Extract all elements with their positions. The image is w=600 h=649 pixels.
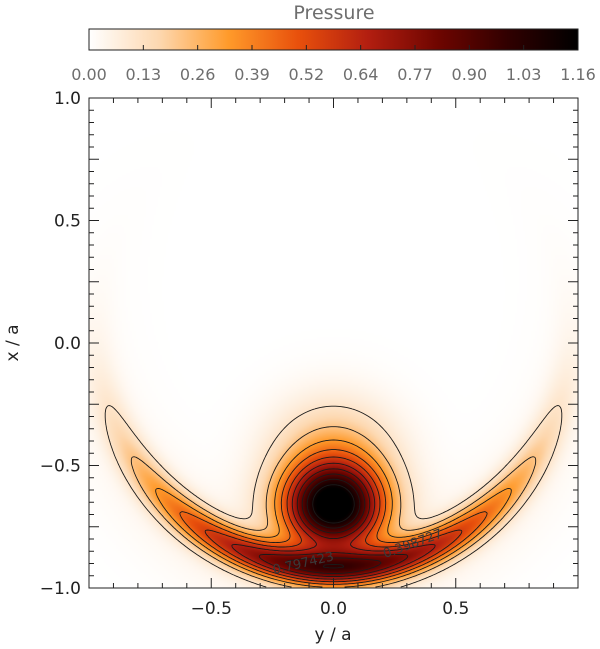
colorbar-tick-label: 0.52 xyxy=(289,65,325,84)
contour-line xyxy=(285,473,382,574)
colorbar-tick-label: 0.00 xyxy=(71,65,107,84)
x-axis-label: y / a xyxy=(314,625,351,645)
x-tick-labels: −0.5 0.0 0.5 xyxy=(191,599,470,619)
colorbar-tick-label: 0.26 xyxy=(180,65,216,84)
x-axis-ticks xyxy=(88,98,579,588)
x-tick-label: 0.0 xyxy=(320,599,347,619)
colorbar-tick-label: 0.90 xyxy=(452,65,488,84)
contour-line xyxy=(155,439,512,588)
colorbar-tick-label: 0.77 xyxy=(397,65,433,84)
y-tick-label: 0.0 xyxy=(54,334,81,354)
y-axis-label: x / a xyxy=(3,324,23,361)
x-tick-label: −0.5 xyxy=(191,599,232,619)
contour-line xyxy=(312,484,355,524)
y-tick-label: 0.5 xyxy=(54,212,81,232)
y-tick-labels: −1.0 −0.5 0.0 0.5 1.0 xyxy=(40,89,81,599)
colorbar-tick-label: 0.64 xyxy=(343,65,379,84)
contour-line xyxy=(204,456,463,583)
colorbar-tick-label: 0.13 xyxy=(126,65,162,84)
colorbar-tick-label: 0.39 xyxy=(234,65,270,84)
contour-line xyxy=(179,449,488,585)
colorbar-tick-label: 1.03 xyxy=(506,65,542,84)
contour-line xyxy=(258,468,409,578)
pressure-heatmap xyxy=(89,98,578,588)
contour-line xyxy=(130,426,537,588)
heatmap-layer xyxy=(89,98,578,588)
contour-lines xyxy=(104,405,563,588)
y-tick-label: 1.0 xyxy=(54,89,81,109)
y-tick-label: −1.0 xyxy=(40,579,81,599)
colorbar-labels: 0.00 0.13 0.26 0.39 0.52 0.64 0.77 0.90 1.03 1.16 xyxy=(71,65,596,84)
colorbar-title: Pressure xyxy=(293,2,374,24)
x-tick-label: 0.5 xyxy=(442,599,469,619)
contour-line xyxy=(306,478,361,569)
colorbar xyxy=(88,28,579,51)
contour-line xyxy=(231,462,436,580)
y-tick-label: −0.5 xyxy=(40,457,81,477)
colorbar-tick-label: 1.16 xyxy=(560,65,596,84)
contour-line xyxy=(104,405,563,588)
colorbar-ticks xyxy=(88,45,579,50)
y-axis-ticks xyxy=(89,97,578,589)
